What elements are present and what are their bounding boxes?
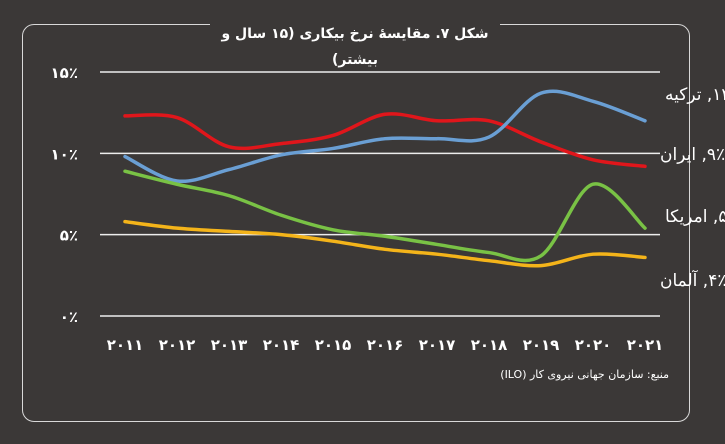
series-end-label-3: ۴٪, آلمان bbox=[660, 269, 725, 291]
x-axis-ticks: ۲۰۱۱ ۲۰۱۲ ۲۰۱۳ ۲۰۱۴ ۲۰۱۵ ۲۰۱۶ ۲۰۱۷ ۲۰۱۸ ۲۰۱۹ ۲۰۲۰… bbox=[107, 336, 664, 354]
series-labels: ۱۲٪, ترکیه ۹٪, ایران ۵٪, امریکا ۴٪, آلمان bbox=[660, 85, 725, 291]
y-axis-ticks: ۰٪ ۵٪ ۱۰٪ ۱۵٪ bbox=[51, 64, 78, 326]
x-tick-label-9: ۲۰۲۰ bbox=[575, 336, 612, 354]
series-line-0 bbox=[123, 89, 647, 184]
series-line-3 bbox=[123, 219, 647, 268]
gridlines bbox=[100, 71, 660, 317]
series-line-1 bbox=[123, 112, 647, 169]
series-end-label-0: ۱۲٪, ترکیه bbox=[665, 85, 725, 105]
chart-title: شکل ۷. مقایسهٔ نرخ بیکاری (۱۵ سال و بیشت… bbox=[210, 21, 500, 68]
y-tick-label-1: ۵٪ bbox=[60, 227, 78, 245]
series-end-label-1: ۹٪, ایران bbox=[660, 145, 725, 165]
source-note: منبع: سازمان جهانی نیروی کار (ILO) bbox=[500, 368, 669, 381]
y-tick-label-2: ۱۰٪ bbox=[51, 145, 78, 163]
x-tick-label-1: ۲۰۱۲ bbox=[159, 336, 196, 354]
x-tick-label-0: ۲۰۱۱ bbox=[107, 336, 144, 354]
x-tick-label-3: ۲۰۱۴ bbox=[263, 336, 300, 354]
y-tick-label-3: ۱۵٪ bbox=[51, 64, 78, 82]
series-end-label-2: ۵٪, امریکا bbox=[665, 207, 725, 227]
series-lines bbox=[123, 89, 647, 268]
y-tick-label-0: ۰٪ bbox=[60, 308, 78, 326]
x-tick-label-4: ۲۰۱۵ bbox=[315, 336, 352, 354]
x-tick-label-5: ۲۰۱۶ bbox=[367, 336, 404, 354]
x-tick-label-2: ۲۰۱۳ bbox=[211, 336, 248, 354]
x-tick-label-8: ۲۰۱۹ bbox=[523, 336, 560, 354]
x-tick-label-6: ۲۰۱۷ bbox=[419, 336, 456, 354]
series-line-2 bbox=[123, 169, 647, 263]
x-tick-label-10: ۲۰۲۱ bbox=[627, 336, 664, 354]
x-tick-label-7: ۲۰۱۸ bbox=[471, 336, 508, 354]
